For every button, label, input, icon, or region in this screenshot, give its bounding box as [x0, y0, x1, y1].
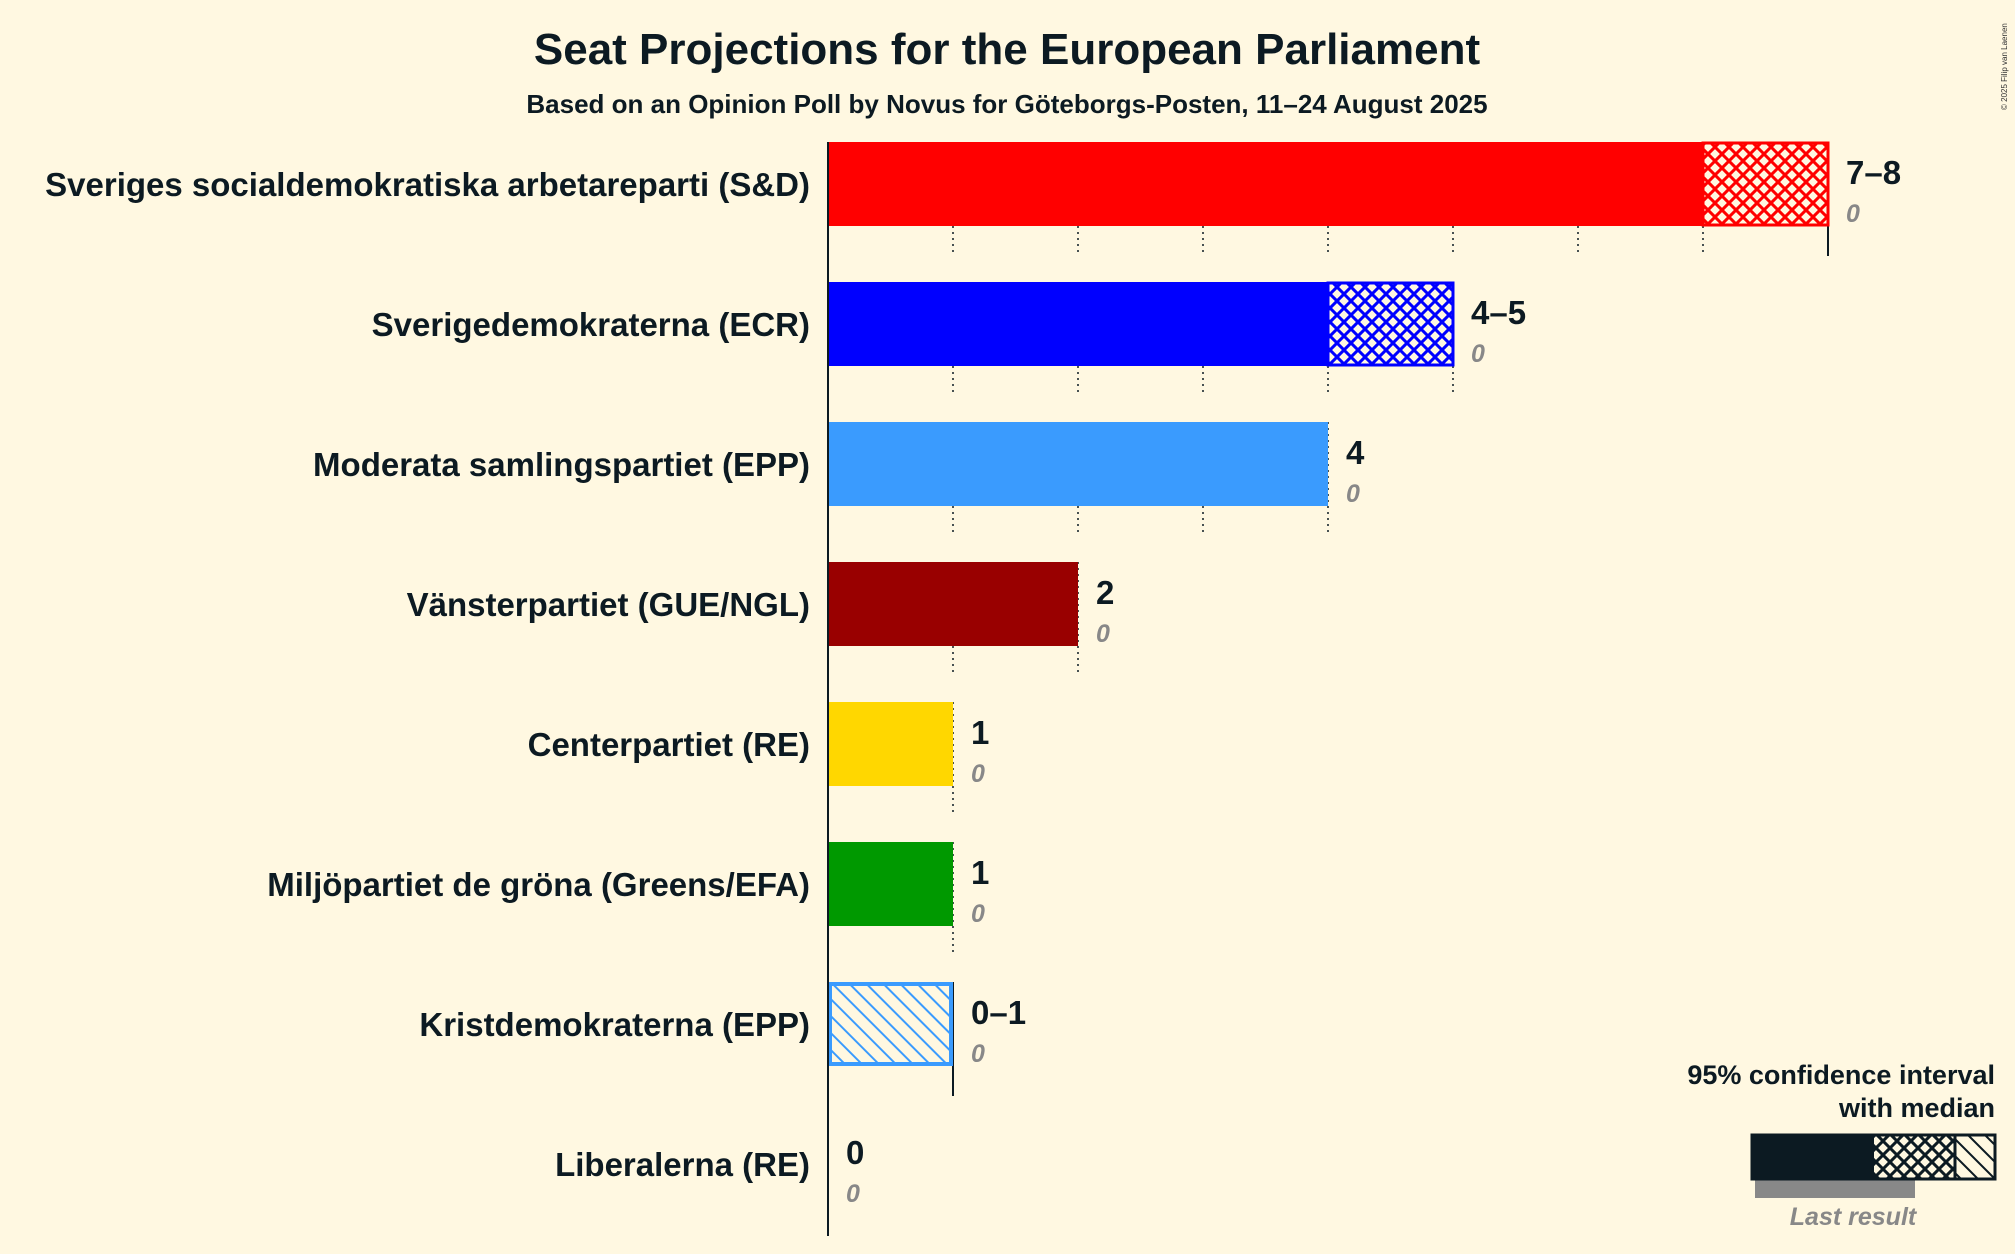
last-result-label: 0 — [971, 900, 985, 928]
bar-solid — [828, 282, 1328, 366]
range-label: 1 — [971, 854, 989, 891]
party-label: Moderata samlingspartiet (EPP) — [313, 446, 810, 483]
range-label: 0 — [846, 1134, 864, 1171]
copyright-note: © 2025 Filip van Laenen — [2000, 23, 2009, 110]
bar-solid — [828, 562, 1078, 646]
party-label: Kristdemokraterna (EPP) — [419, 1006, 810, 1043]
bar-hatch — [828, 982, 953, 1066]
last-result-label: 0 — [971, 760, 985, 788]
range-label: 4–5 — [1471, 294, 1526, 331]
range-label: 4 — [1346, 434, 1365, 471]
last-result-label: 0 — [846, 1180, 860, 1208]
party-label: Centerpartiet (RE) — [528, 726, 810, 763]
range-label: 2 — [1096, 574, 1114, 611]
party-label: Miljöpartiet de gröna (Greens/EFA) — [267, 866, 810, 903]
party-label: Liberalerna (RE) — [555, 1146, 810, 1183]
legend-hatch-bar — [1955, 1135, 1995, 1179]
range-label: 0–1 — [971, 994, 1026, 1031]
legend: 95% confidence interval with median Last… — [1687, 1060, 1997, 1231]
range-label: 1 — [971, 714, 989, 751]
legend-crosshatch-bar — [1874, 1135, 1955, 1179]
legend-line2: with median — [1838, 1093, 1995, 1123]
legend-box-outline — [1750, 1133, 1997, 1181]
legend-line1: 95% confidence interval — [1687, 1060, 1995, 1090]
chart-title: Seat Projections for the European Parlia… — [534, 25, 1481, 74]
bar-solid — [828, 422, 1328, 506]
legend-median-bar — [1752, 1135, 1874, 1179]
legend-last-result-label: Last result — [1790, 1203, 1918, 1231]
bars-group — [828, 141, 1830, 1066]
last-result-label: 0 — [971, 1040, 985, 1068]
party-label: Sverigedemokraterna (ECR) — [372, 306, 810, 343]
party-label: Vänsterpartiet (GUE/NGL) — [407, 586, 810, 623]
last-result-label: 0 — [1846, 200, 1860, 228]
chart-subtitle: Based on an Opinion Poll by Novus for Gö… — [526, 89, 1487, 119]
bar-crosshatch — [1326, 281, 1455, 367]
bar-solid — [828, 842, 953, 926]
last-result-label: 0 — [1471, 340, 1485, 368]
bar-solid — [828, 702, 953, 786]
last-result-label: 0 — [1346, 480, 1360, 508]
party-label: Sveriges socialdemokratiska arbetarepart… — [45, 166, 810, 203]
last-result-label: 0 — [1096, 620, 1110, 648]
bar-crosshatch — [1701, 141, 1830, 227]
legend-last-result-swatch — [1755, 1175, 1915, 1198]
range-label: 7–8 — [1846, 154, 1901, 191]
bar-solid — [828, 142, 1703, 226]
